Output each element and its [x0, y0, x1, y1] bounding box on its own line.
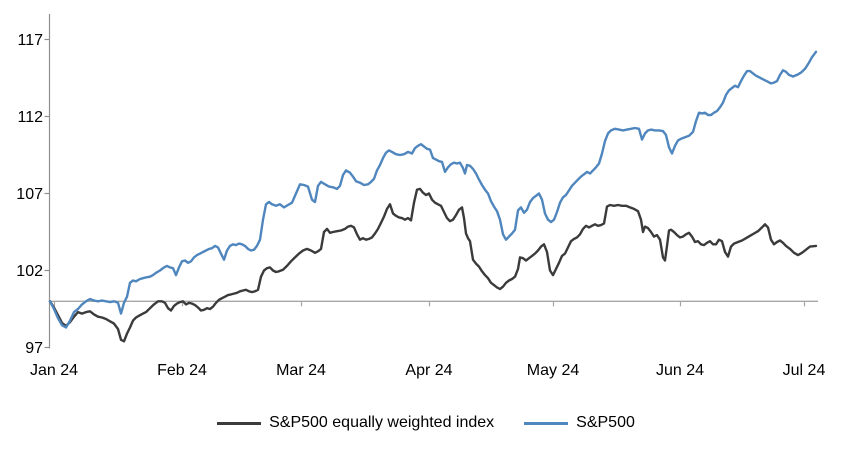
legend-label-equal-weight: S&P500 equally weighted index — [269, 414, 495, 431]
equal-weight-series-line — [48, 187, 818, 343]
x-tick-label-1: Feb 24 — [157, 362, 207, 379]
y-tick-label-0: 97 — [25, 340, 43, 357]
sp500-series-line — [48, 50, 818, 329]
x-tick-label-0: Jan 24 — [30, 362, 78, 379]
x-tick-label-2: Mar 24 — [276, 362, 326, 379]
legend-label-sp500: S&P500 — [576, 414, 635, 431]
x-tick-label-3: Apr 24 — [405, 362, 452, 379]
y-tick-label-2: 107 — [16, 186, 43, 203]
legend-item-sp500: S&P500 — [524, 414, 635, 432]
equal-weight-line-swatch — [217, 421, 262, 425]
sp500-line-swatch — [524, 421, 569, 425]
y-tick-label-3: 112 — [17, 109, 43, 126]
chart-legend: S&P500 equally weighted index S&P500 — [0, 408, 852, 438]
x-tick-label-5: Jun 24 — [656, 362, 704, 379]
x-tick-label-4: May 24 — [527, 362, 580, 379]
y-tick-label-1: 102 — [16, 263, 43, 280]
x-tick-label-6: Jul 24 — [783, 362, 826, 379]
legend-item-equal-weight: S&P500 equally weighted index — [217, 414, 494, 432]
y-tick-label-4: 117 — [17, 32, 43, 49]
